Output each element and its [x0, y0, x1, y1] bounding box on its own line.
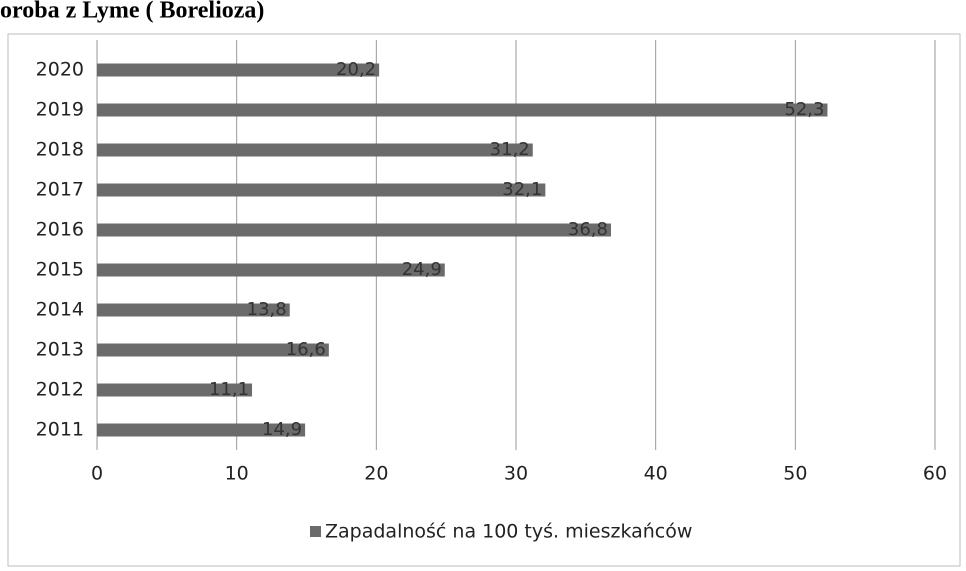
bar — [97, 343, 329, 357]
x-tick-label: 60 — [923, 463, 947, 485]
bar — [97, 263, 445, 277]
y-tick-label: 2014 — [36, 299, 84, 321]
value-label: 11,1 — [209, 379, 249, 400]
legend-swatch — [310, 526, 321, 537]
y-tick-label: 2020 — [36, 59, 84, 81]
y-tick-label: 2011 — [36, 419, 84, 441]
y-tick-label: 2016 — [36, 219, 84, 241]
title-background — [0, 0, 400, 32]
bar — [97, 303, 290, 317]
chart-title: oroba z Lyme ( Borelioza) — [0, 0, 264, 24]
x-tick-label: 20 — [364, 463, 388, 485]
bar — [97, 423, 306, 437]
bar — [97, 383, 253, 397]
y-tick-label: 2015 — [36, 259, 84, 281]
x-tick-label: 30 — [504, 463, 528, 485]
y-tick-label: 2019 — [36, 99, 84, 121]
chart-frame — [7, 33, 961, 567]
y-tick-label: 2013 — [36, 339, 84, 361]
value-label: 16,6 — [286, 339, 326, 360]
bar — [97, 103, 828, 117]
value-label: 36,8 — [568, 219, 608, 240]
x-tick-label: 40 — [644, 463, 668, 485]
y-tick-label: 2018 — [36, 139, 84, 161]
value-label: 52,3 — [784, 99, 824, 120]
x-tick-label: 50 — [783, 463, 807, 485]
x-tick-label: 0 — [91, 463, 103, 485]
legend-label: Zapadalność na 100 tyś. mieszkańców — [325, 521, 692, 543]
bar — [97, 183, 546, 197]
value-label: 31,2 — [490, 139, 530, 160]
value-label: 14,9 — [262, 419, 302, 440]
value-label: 24,9 — [402, 259, 442, 280]
value-label: 20,2 — [336, 59, 376, 80]
bar — [97, 223, 611, 237]
bar — [97, 143, 533, 157]
x-tick-label: 10 — [225, 463, 249, 485]
bar — [97, 63, 380, 77]
y-tick-label: 2017 — [36, 179, 84, 201]
y-tick-label: 2012 — [36, 379, 84, 401]
value-label: 32,1 — [502, 179, 542, 200]
value-label: 13,8 — [247, 299, 287, 320]
